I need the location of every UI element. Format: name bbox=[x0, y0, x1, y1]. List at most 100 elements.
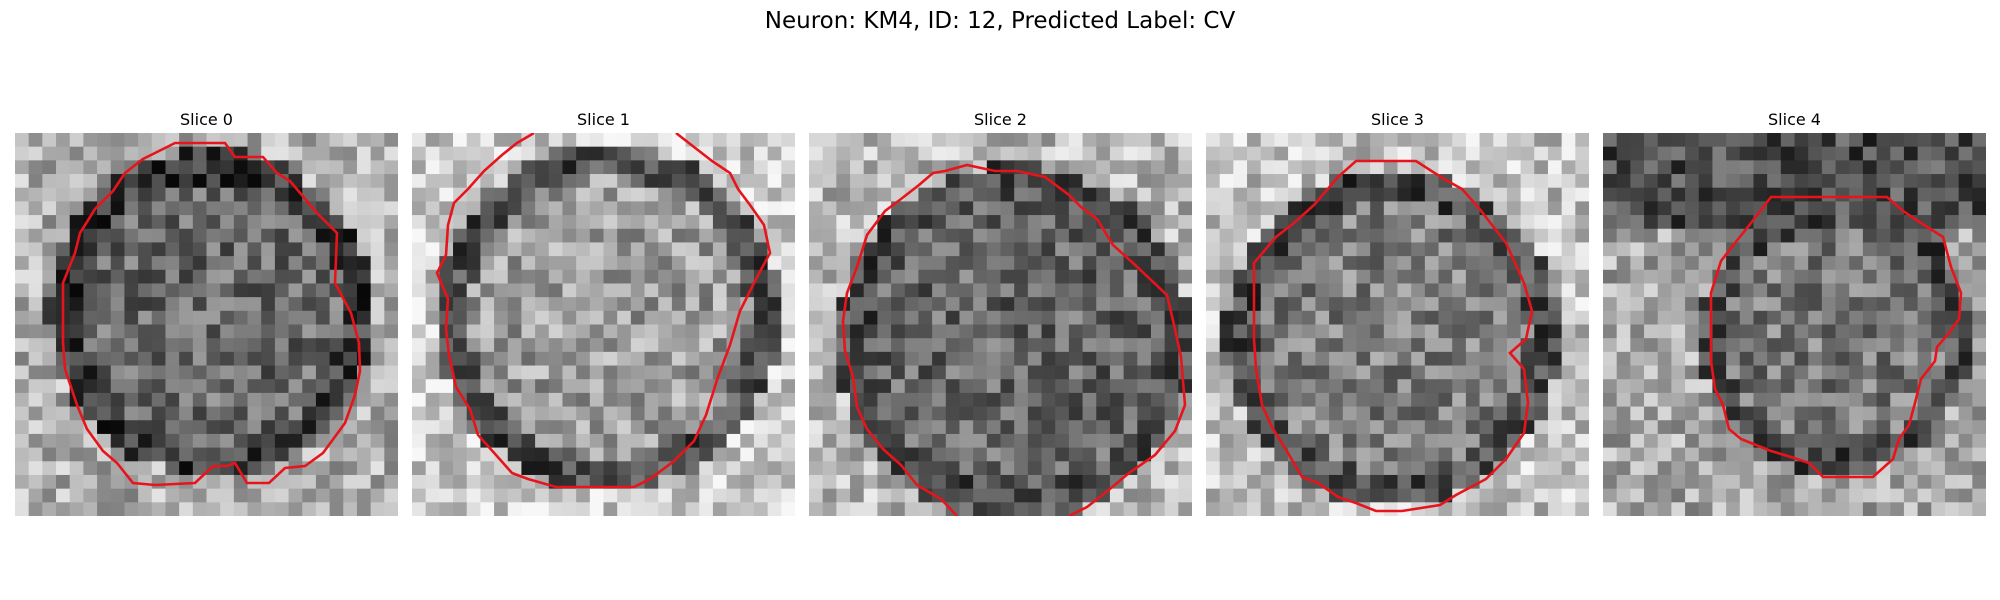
pixel bbox=[1520, 379, 1535, 394]
pixel bbox=[644, 242, 659, 257]
pixel bbox=[1356, 488, 1371, 503]
pixel bbox=[329, 201, 344, 216]
pixel bbox=[1055, 461, 1070, 476]
pixel bbox=[151, 283, 166, 298]
pixel bbox=[329, 215, 344, 230]
pixel bbox=[1547, 502, 1563, 516]
pixel bbox=[945, 365, 960, 380]
pixel bbox=[1808, 174, 1823, 189]
pixel bbox=[576, 242, 591, 257]
pixel bbox=[1958, 392, 1973, 407]
pixel bbox=[1137, 133, 1152, 148]
pixel bbox=[1041, 461, 1056, 476]
pixel bbox=[658, 187, 673, 202]
pixel bbox=[1411, 297, 1426, 312]
pixel bbox=[1164, 133, 1179, 148]
pixel bbox=[1082, 488, 1097, 503]
pixel bbox=[1575, 174, 1589, 189]
pixel bbox=[494, 215, 509, 230]
pixel bbox=[850, 379, 865, 394]
pixel bbox=[1575, 420, 1589, 435]
pixel bbox=[192, 351, 207, 366]
pixel bbox=[28, 488, 43, 503]
slice-4-title: Slice 4 bbox=[1768, 110, 1821, 129]
pixel bbox=[685, 256, 700, 271]
pixel bbox=[370, 256, 385, 271]
pixel bbox=[247, 433, 262, 449]
pixel bbox=[1520, 351, 1535, 366]
pixel bbox=[781, 420, 795, 435]
pixel bbox=[247, 146, 262, 161]
pixel bbox=[1767, 474, 1782, 490]
pixel bbox=[370, 461, 385, 476]
pixel bbox=[1794, 324, 1809, 339]
pixel bbox=[233, 365, 248, 380]
pixel bbox=[1178, 474, 1192, 490]
pixel bbox=[891, 215, 906, 230]
pixel bbox=[1164, 379, 1179, 394]
pixel bbox=[1534, 433, 1549, 449]
pixel bbox=[192, 187, 207, 202]
pixel bbox=[15, 447, 30, 462]
pixel bbox=[1000, 379, 1015, 394]
pixel bbox=[877, 256, 892, 271]
pixel bbox=[1014, 324, 1029, 339]
pixel bbox=[1944, 297, 1960, 312]
pixel bbox=[370, 338, 385, 353]
pixel bbox=[1493, 447, 1508, 462]
pixel bbox=[302, 392, 317, 407]
pixel bbox=[1411, 215, 1426, 230]
pixel bbox=[1383, 174, 1398, 189]
pixel bbox=[206, 283, 221, 298]
pixel bbox=[1944, 174, 1960, 189]
pixel bbox=[1301, 256, 1316, 271]
pixel bbox=[1206, 338, 1221, 353]
pixel bbox=[56, 201, 71, 216]
pixel bbox=[439, 174, 454, 189]
pixel bbox=[1671, 269, 1686, 284]
pixel bbox=[1342, 351, 1357, 366]
pixel bbox=[1356, 160, 1371, 175]
pixel bbox=[288, 351, 303, 366]
pixel bbox=[1575, 488, 1589, 503]
pixel bbox=[1164, 461, 1179, 476]
pixel bbox=[836, 269, 851, 284]
pixel bbox=[658, 324, 673, 339]
pixel bbox=[1041, 242, 1056, 257]
pixel bbox=[1082, 228, 1097, 243]
pixel bbox=[1164, 228, 1179, 243]
pixel bbox=[1055, 379, 1070, 394]
pixel bbox=[1808, 324, 1823, 339]
pixel bbox=[1329, 324, 1344, 339]
pixel bbox=[822, 297, 837, 312]
pixel bbox=[1561, 242, 1576, 257]
pixel bbox=[781, 502, 795, 516]
pixel bbox=[15, 215, 30, 230]
pixel bbox=[343, 228, 358, 243]
pixel bbox=[15, 406, 30, 421]
pixel bbox=[1534, 392, 1549, 407]
pixel bbox=[165, 379, 180, 394]
pixel bbox=[138, 447, 153, 462]
pixel bbox=[644, 201, 659, 216]
pixel bbox=[97, 338, 112, 353]
pixel bbox=[1493, 242, 1508, 257]
pixel bbox=[904, 474, 919, 490]
pixel bbox=[480, 433, 495, 449]
pixel bbox=[753, 242, 769, 257]
pixel bbox=[1356, 338, 1371, 353]
pixel bbox=[179, 474, 194, 490]
pixel bbox=[1000, 365, 1015, 380]
pixel bbox=[1465, 447, 1480, 462]
pixel bbox=[494, 379, 509, 394]
pixel bbox=[1808, 474, 1823, 490]
pixel bbox=[1452, 269, 1467, 284]
pixel bbox=[83, 488, 98, 503]
pixel bbox=[850, 133, 865, 148]
pixel bbox=[124, 228, 139, 243]
pixel bbox=[1356, 256, 1371, 271]
pixel bbox=[1150, 433, 1166, 449]
pixel bbox=[124, 146, 139, 161]
pixel bbox=[1685, 365, 1700, 380]
pixel bbox=[1685, 133, 1700, 148]
